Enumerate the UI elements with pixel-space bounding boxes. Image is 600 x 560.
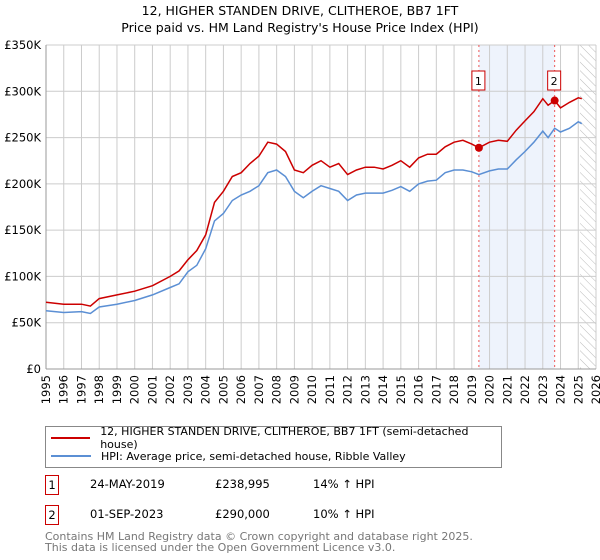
x-tick-label: 2022 — [518, 375, 532, 404]
x-tick-label: 1999 — [110, 375, 124, 404]
property-line — [45, 97, 582, 307]
annotation-label: 1 — [475, 75, 482, 88]
x-tick-label: 2025 — [571, 375, 585, 404]
transaction-date: 24-MAY-2019 — [90, 477, 165, 491]
x-tick-label: 2020 — [483, 375, 497, 404]
x-tick-label: 2006 — [234, 375, 248, 404]
legend-item-hpi: HPI: Average price, semi-detached house,… — [51, 448, 406, 464]
x-tick-label: 2000 — [128, 375, 142, 404]
chart-subtitle: Price paid vs. HM Land Registry's House … — [121, 20, 479, 35]
hpi-line — [45, 120, 583, 315]
y-tick-label: £50K — [12, 316, 42, 330]
x-tick-label: 2002 — [163, 375, 177, 404]
y-tick-label: £250K — [4, 131, 41, 145]
transaction-hpi: 14% ↑ HPI — [313, 477, 375, 491]
x-tick-label: 2026 — [589, 375, 600, 404]
y-tick-label: £200K — [4, 177, 41, 191]
x-tick-label: 2015 — [394, 375, 408, 404]
x-tick-label: 1997 — [74, 375, 88, 404]
y-tick-label: £100K — [4, 269, 41, 283]
transaction-hpi: 10% ↑ HPI — [313, 507, 375, 521]
x-tick-label: 1996 — [57, 375, 71, 404]
x-tick-label: 2007 — [252, 375, 266, 404]
legend-swatch-blue — [51, 455, 91, 457]
x-tick-label: 2004 — [199, 375, 213, 404]
x-tick-label: 1998 — [92, 375, 106, 404]
transaction-badge: 2 — [45, 505, 59, 525]
legend-item-property: 12, HIGHER STANDEN DRIVE, CLITHEROE, BB7… — [51, 425, 501, 451]
x-tick-label: 2017 — [429, 375, 443, 404]
y-tick-label: £300K — [4, 84, 41, 98]
x-tick-label: 2012 — [341, 375, 355, 404]
x-tick-label: 2013 — [358, 375, 372, 404]
footer-copyright: Contains HM Land Registry data © Crown c… — [45, 530, 473, 543]
shaded-period — [478, 45, 555, 369]
x-tick-label: 2018 — [447, 375, 461, 404]
annotation-badge — [547, 70, 562, 91]
legend-swatch-red — [51, 437, 91, 439]
x-tick-label: 2021 — [500, 375, 514, 404]
transaction-row: 2 01-SEP-2023 £290,000 10% ↑ HPI — [45, 505, 545, 525]
sale-marker — [474, 143, 483, 152]
transaction-row: 1 24-MAY-2019 £238,995 14% ↑ HPI — [45, 475, 545, 495]
x-tick-label: 2010 — [305, 375, 319, 404]
x-tick-label: 2005 — [216, 375, 230, 404]
forecast-hatch — [580, 45, 596, 369]
x-tick-label: 1995 — [39, 375, 53, 404]
x-tick-label: 2009 — [287, 375, 301, 404]
x-tick-label: 2001 — [145, 375, 159, 404]
x-tick-label: 2003 — [181, 375, 195, 404]
legend-label: HPI: Average price, semi-detached house,… — [101, 449, 406, 463]
x-tick-label: 2014 — [376, 375, 390, 404]
x-tick-label: 2023 — [536, 375, 550, 404]
chart-title: 12, HIGHER STANDEN DRIVE, CLITHEROE, BB7… — [141, 3, 459, 18]
y-tick-label: £350K — [4, 38, 41, 52]
transaction-date: 01-SEP-2023 — [90, 507, 164, 521]
y-tick-label: £150K — [4, 223, 41, 237]
x-tick-label: 2016 — [412, 375, 426, 404]
x-tick-label: 2008 — [270, 375, 284, 404]
price-chart: 1995 1996 1997 1998 1999 2000 2001 2002 2003 2004… — [4, 38, 600, 404]
annotation-label: 2 — [551, 75, 558, 88]
footer-licence: This data is licensed under the Open Gov… — [45, 541, 396, 554]
x-tick-label: 2019 — [465, 375, 479, 404]
x-tick-label: 2011 — [323, 375, 337, 404]
y-tick-label: £0 — [26, 362, 41, 376]
transaction-badge: 1 — [45, 475, 59, 495]
legend: 12, HIGHER STANDEN DRIVE, CLITHEROE, BB7… — [45, 425, 502, 468]
transaction-price: £238,995 — [215, 477, 270, 491]
footer: Contains HM Land Registry data © Crown c… — [45, 531, 473, 553]
annotation-badge — [471, 70, 486, 91]
sale-marker — [550, 96, 559, 105]
transaction-price: £290,000 — [215, 507, 270, 521]
x-tick-label: 2024 — [554, 375, 568, 404]
legend-label: 12, HIGHER STANDEN DRIVE, CLITHEROE, BB7… — [100, 425, 469, 451]
